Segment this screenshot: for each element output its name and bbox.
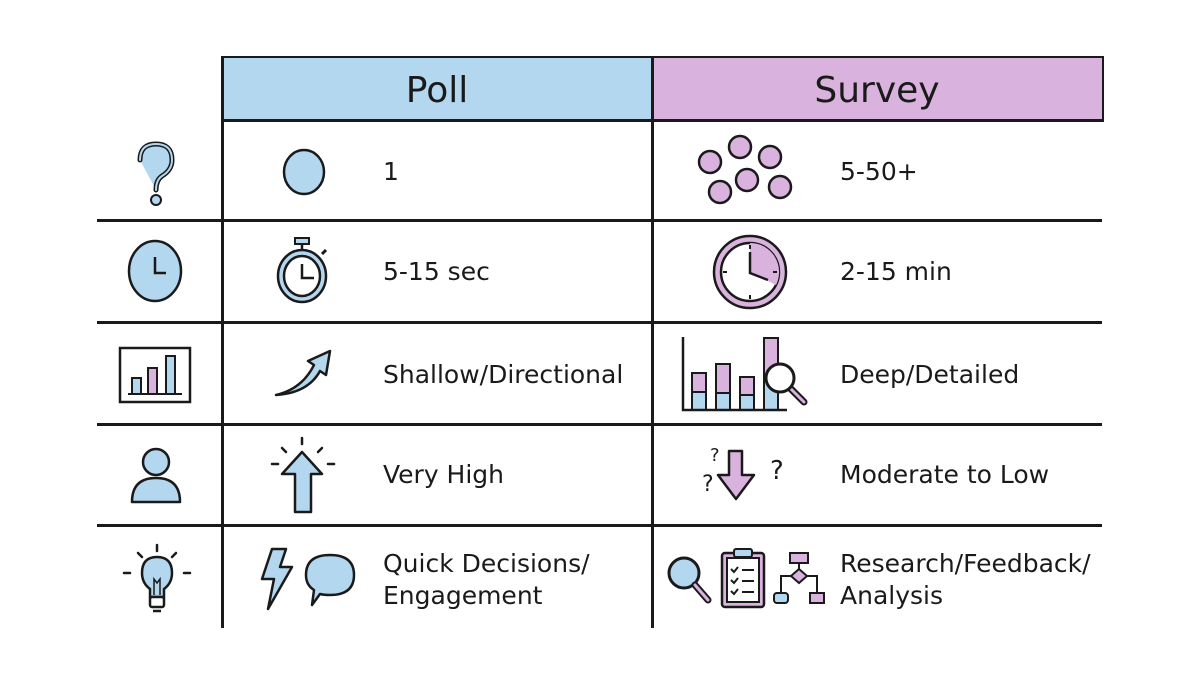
question-mark-icon bbox=[137, 141, 175, 206]
person-icon bbox=[130, 447, 182, 504]
bar-chart-icon bbox=[118, 346, 192, 404]
clock-icon bbox=[712, 234, 788, 310]
poll-column-header: Poll bbox=[222, 56, 652, 122]
grid-line bbox=[221, 56, 224, 628]
stacked-bar-magnifier-icon bbox=[681, 337, 808, 412]
poll-cell: 5-15 sec bbox=[383, 257, 490, 286]
survey-cell: 5-50+ bbox=[840, 157, 918, 186]
clock-icon bbox=[127, 239, 183, 303]
survey-cell: Research/Feedback/ Analysis bbox=[840, 548, 1091, 612]
poll-cell: 1 bbox=[383, 157, 399, 186]
grid-line bbox=[222, 119, 1104, 122]
svg-text:?: ? bbox=[770, 456, 784, 486]
grid-line bbox=[97, 524, 1102, 527]
svg-text:?: ? bbox=[710, 445, 720, 466]
grid-line bbox=[97, 321, 1102, 324]
stopwatch-icon bbox=[276, 237, 328, 304]
poll-cell-line: Quick Decisions/ bbox=[383, 549, 590, 578]
grid-line bbox=[651, 56, 654, 628]
survey-cell: Deep/Detailed bbox=[840, 360, 1020, 389]
survey-cell: Moderate to Low bbox=[840, 460, 1050, 489]
survey-header-bg bbox=[652, 56, 1102, 120]
magnifier-clipboard-flowchart-icon bbox=[667, 548, 825, 609]
single-circle-icon bbox=[282, 148, 326, 196]
poll-header-bg bbox=[222, 56, 652, 120]
poll-cell: Quick Decisions/ Engagement bbox=[383, 548, 590, 612]
lightbulb-icon bbox=[122, 543, 192, 613]
trend-arrow-icon bbox=[274, 349, 332, 397]
up-arrow-burst-icon bbox=[270, 436, 336, 514]
poll-cell: Shallow/Directional bbox=[383, 360, 624, 389]
grid-line bbox=[97, 423, 1102, 426]
survey-cell: 2-15 min bbox=[840, 257, 952, 286]
poll-cell: Very High bbox=[383, 460, 505, 489]
grid-line bbox=[97, 219, 1102, 222]
down-arrow-questions-icon: ??? bbox=[702, 445, 784, 501]
poll-cell-line: Engagement bbox=[383, 581, 543, 610]
survey-column-header: Survey bbox=[652, 56, 1104, 122]
survey-cell-line: Research/Feedback/ bbox=[840, 549, 1091, 578]
multiple-circles-icon bbox=[697, 134, 793, 205]
survey-cell-line: Analysis bbox=[840, 581, 944, 610]
svg-text:?: ? bbox=[702, 472, 714, 497]
lightning-speech-icon bbox=[260, 547, 356, 611]
